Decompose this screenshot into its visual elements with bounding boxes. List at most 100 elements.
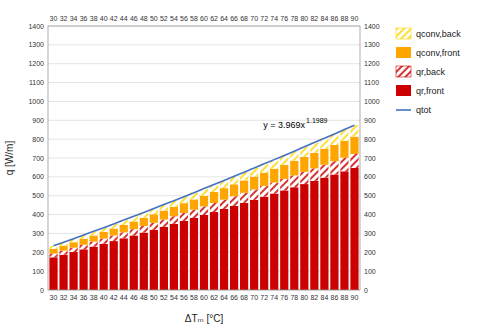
x-tick-label: 64 xyxy=(220,294,228,301)
x-tick-label: 54 xyxy=(170,294,178,301)
x-tick-label: 88 xyxy=(341,294,349,301)
bar xyxy=(90,247,98,290)
x-tick-label: 46 xyxy=(130,294,138,301)
bar xyxy=(69,248,77,252)
bar xyxy=(210,203,218,212)
legend-label: qtot xyxy=(416,105,432,115)
bar xyxy=(190,199,198,209)
y-tick-label: 1300 xyxy=(28,41,44,48)
x2-tick-label: 74 xyxy=(270,15,278,22)
legend-label: qr,back xyxy=(416,67,446,77)
bar xyxy=(130,235,138,290)
x2-tick-label: 30 xyxy=(50,15,58,22)
y2-tick-label: 600 xyxy=(364,173,376,180)
bar xyxy=(80,239,88,245)
bar xyxy=(120,232,128,238)
bar xyxy=(220,200,228,209)
y-tick-label: 700 xyxy=(32,155,44,162)
x2-tick-label: 86 xyxy=(331,15,339,22)
bar xyxy=(280,165,288,179)
bar xyxy=(80,245,88,250)
legend-swatch xyxy=(396,109,411,111)
bar xyxy=(100,239,108,244)
x-tick-label: 38 xyxy=(90,294,98,301)
x2-tick-label: 90 xyxy=(351,15,359,22)
y2-tick-label: 100 xyxy=(364,268,376,275)
x-tick-label: 30 xyxy=(50,294,58,301)
x-tick-label: 60 xyxy=(200,294,208,301)
bar xyxy=(200,206,208,215)
bar xyxy=(130,229,138,235)
y-axis-label: q [W/m] xyxy=(4,141,15,176)
bar xyxy=(180,221,188,290)
bar xyxy=(120,238,128,290)
bar xyxy=(220,209,228,290)
x2-tick-label: 40 xyxy=(100,15,108,22)
bar xyxy=(110,241,118,290)
y2-tick-label: 200 xyxy=(364,249,376,256)
x-tick-label: 48 xyxy=(140,294,148,301)
grid-line xyxy=(48,139,360,140)
x2-tick-label: 66 xyxy=(230,15,238,22)
plot-frame xyxy=(48,26,360,290)
x-tick-label: 90 xyxy=(351,294,359,301)
legend-label: qr,front xyxy=(416,86,445,96)
x-tick-label: 80 xyxy=(300,294,308,301)
bar xyxy=(220,188,228,200)
annotation: y = 3.969x xyxy=(263,120,305,130)
bar xyxy=(350,137,358,154)
bar xyxy=(310,168,318,181)
bar xyxy=(210,192,218,203)
bar xyxy=(180,213,188,221)
bar xyxy=(69,242,77,247)
bar xyxy=(310,153,318,168)
x2-tick-label: 42 xyxy=(110,15,118,22)
x-tick-label: 40 xyxy=(100,294,108,301)
bar xyxy=(240,203,248,290)
bar xyxy=(120,225,128,232)
x-tick-label: 82 xyxy=(310,294,318,301)
bar xyxy=(160,227,168,290)
bar xyxy=(250,200,258,290)
bar xyxy=(200,196,208,207)
legend-swatch xyxy=(396,66,411,77)
bar xyxy=(230,196,238,206)
bar xyxy=(190,210,198,218)
x2-tick-label: 64 xyxy=(220,15,228,22)
bar xyxy=(320,149,328,165)
x-tick-label: 50 xyxy=(150,294,158,301)
bar xyxy=(210,212,218,290)
bar xyxy=(280,190,288,290)
bar xyxy=(160,211,168,220)
bar xyxy=(330,145,338,161)
grid-line xyxy=(48,44,360,45)
y-tick-label: 500 xyxy=(32,192,44,199)
bar xyxy=(170,207,178,216)
y-tick-label: 200 xyxy=(32,249,44,256)
bar xyxy=(100,232,108,239)
line xyxy=(54,125,355,246)
x2-tick-label: 50 xyxy=(150,15,158,22)
bar xyxy=(270,194,278,290)
x2-tick-label: 52 xyxy=(160,15,168,22)
y-tick-label: 300 xyxy=(32,230,44,237)
y-tick-label: 1200 xyxy=(28,60,44,67)
bar xyxy=(59,246,67,251)
bar xyxy=(320,165,328,178)
y2-tick-label: 900 xyxy=(364,117,376,124)
bar xyxy=(270,169,278,183)
legend-label: qconv,front xyxy=(416,48,460,58)
y2-tick-label: 300 xyxy=(364,230,376,237)
bar xyxy=(170,216,178,224)
legend-swatch xyxy=(396,47,411,58)
x2-tick-label: 76 xyxy=(280,15,288,22)
x2-tick-label: 56 xyxy=(180,15,188,22)
y-tick-label: 600 xyxy=(32,173,44,180)
x2-tick-label: 80 xyxy=(300,15,308,22)
x-tick-label: 36 xyxy=(80,294,88,301)
grid-line xyxy=(48,63,360,64)
bar xyxy=(59,251,67,255)
bar xyxy=(240,193,248,203)
legend-swatch xyxy=(396,85,411,96)
bar xyxy=(59,255,67,290)
